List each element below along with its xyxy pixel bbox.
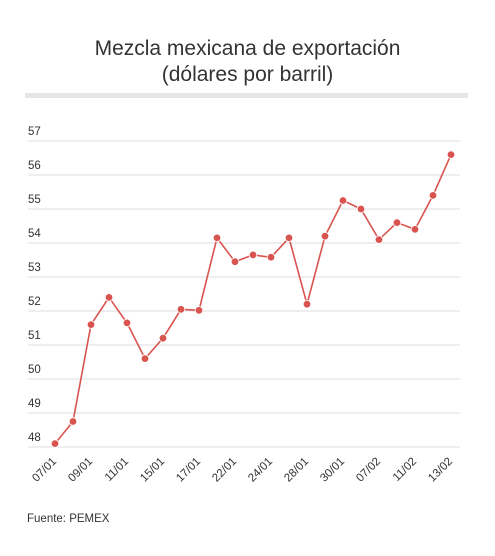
y-tick-label: 49 [28,398,41,410]
data-point [176,305,186,314]
y-tick-label: 48 [28,432,41,444]
data-point [320,231,330,241]
y-tick-label: 53 [28,262,41,274]
data-point [266,253,276,262]
data-point [68,417,78,426]
data-point [158,334,168,343]
y-tick-label: 56 [28,160,41,172]
data-point [140,354,150,363]
x-tick-label: 09/01 [66,456,95,485]
grid-lines [28,140,460,448]
y-tick-label: 51 [28,330,41,342]
chart-title-line-2: (dólares por barril) [161,63,334,86]
y-tick-label: 57 [28,126,41,138]
data-point [392,218,402,227]
data-point [356,204,366,214]
data-point [230,257,240,266]
x-tick-label: 11/01 [103,456,131,484]
x-axis-tick-labels: 07/01 09/01 11/01 15/01 17/01 22/01 24/01 28/01… [30,456,455,485]
source-note: Fuente: PEMEX [27,513,110,525]
chart-title-line-1: Mezcla mexicana de exportación [94,37,401,60]
y-tick-label: 50 [28,364,41,376]
x-tick-label: 17/01 [174,456,203,485]
x-tick-label: 22/01 [210,456,239,485]
data-point [104,293,114,302]
data-point [374,235,384,244]
x-tick-label: 24/01 [246,456,275,485]
x-tick-label: 15/01 [138,456,167,485]
x-tick-label: 13/02 [426,456,455,485]
x-tick-label: 11/02 [391,456,419,484]
data-point [194,306,204,315]
series-layer [50,150,456,448]
x-tick-label: 07/02 [354,456,383,485]
data-point [338,196,348,205]
title-divider [25,93,468,98]
data-point [50,439,60,448]
series-line [54,154,452,445]
data-point [248,250,258,260]
chart-title: Mezcla mexicana de exportación (dólares … [0,36,495,88]
y-tick-label: 55 [28,194,41,206]
x-tick-label: 30/01 [318,456,347,485]
data-point [122,318,132,328]
data-point [428,191,438,200]
data-point [212,233,222,243]
data-point [302,300,312,309]
data-point [410,225,420,234]
y-axis-tick-labels: 48 49 50 51 52 53 54 55 56 57 [28,126,41,444]
x-tick-label: 07/01 [30,456,59,485]
data-point [284,233,294,243]
data-point [446,150,456,159]
data-point [86,320,96,329]
y-tick-label: 52 [28,296,41,308]
x-tick-label: 28/01 [282,456,311,485]
y-tick-label: 54 [28,228,41,240]
